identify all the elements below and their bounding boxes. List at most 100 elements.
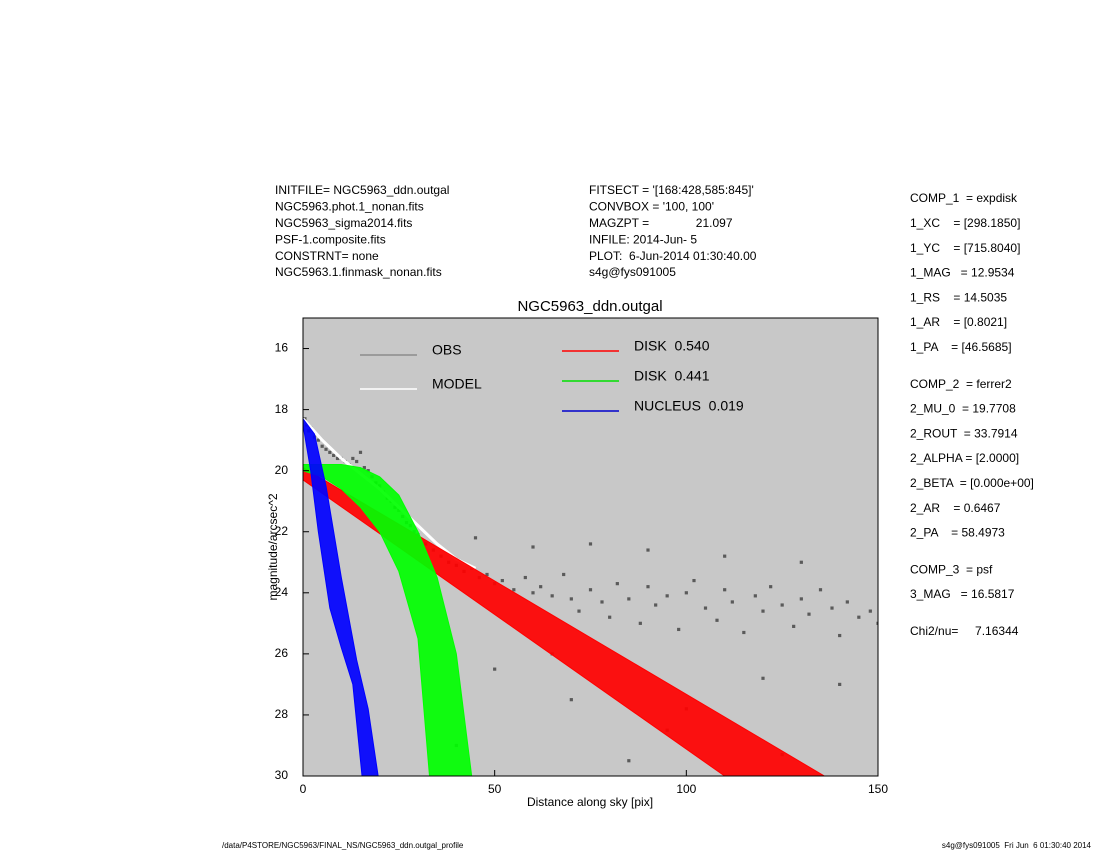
obs-point [577, 609, 581, 613]
obs-point [692, 578, 696, 583]
obs-point [500, 578, 504, 583]
param: COMP_2 = ferrer2 [910, 377, 1012, 391]
obs-point [351, 456, 355, 461]
param: 1_RS = 14.5035 [910, 290, 1007, 304]
obs-point [799, 597, 803, 601]
obs-point [838, 682, 842, 686]
obs-point [493, 667, 497, 671]
obs-point [328, 450, 332, 454]
y-tick-label: 30 [275, 768, 289, 782]
x-axis-label: Distance along sky [pix] [527, 795, 653, 809]
obs-point [362, 466, 366, 470]
obs-point [703, 606, 708, 610]
header-file: NGC5963.1.finmask_nonan.fits [275, 265, 442, 279]
obs-point [646, 548, 650, 552]
obs-point [539, 585, 543, 589]
obs-point [588, 542, 593, 546]
header-file: NGC5963_sigma2014.fits [275, 216, 412, 230]
header-setting: INFILE: 2014-Jun- 5 [589, 232, 697, 246]
y-tick-label: 22 [275, 524, 289, 538]
legend-label: DISK 0.441 [634, 368, 710, 384]
param: 1_PA = [46.5685] [910, 340, 1012, 354]
header-setting: PLOT: 6-Jun-2014 01:30:40.00 [589, 249, 757, 263]
y-tick-label: 26 [275, 646, 289, 660]
obs-point [665, 594, 669, 598]
plot-marks [303, 417, 878, 776]
obs-point [723, 588, 727, 592]
obs-point [857, 615, 861, 619]
param: 2_AR = 0.6467 [910, 501, 1001, 515]
obs-point [569, 698, 573, 702]
header-file: INITFILE= NGC5963_ddn.outgal [275, 183, 449, 197]
header-file: CONSTRNT= none [275, 249, 379, 263]
obs-point [588, 588, 593, 592]
header-file: NGC5963.phot.1_nonan.fits [275, 200, 424, 214]
footer-right: s4g@fys091005 Fri Jun 6 01:30:40 2014 [942, 841, 1092, 850]
legend-label: OBS [432, 342, 462, 358]
obs-point [355, 459, 359, 464]
obs-point [868, 609, 872, 613]
obs-point [654, 603, 658, 607]
obs-point [531, 591, 535, 595]
y-tick-label: 20 [275, 463, 289, 477]
obs-point [753, 594, 757, 598]
param: 1_AR = [0.8021] [910, 315, 1007, 329]
obs-point [845, 600, 849, 604]
obs-point [723, 554, 727, 558]
legend-label: DISK 0.540 [634, 338, 710, 354]
obs-point [684, 591, 688, 595]
legend-label: MODEL [432, 376, 482, 392]
obs-point [615, 582, 619, 586]
param: 2_MU_0 = 19.7708 [910, 402, 1016, 416]
obs-point [715, 618, 719, 622]
header-setting: CONVBOX = '100, 100' [589, 200, 714, 214]
obs-point [316, 438, 320, 442]
param: COMP_1 = expdisk [910, 191, 1018, 205]
plot-frame [302, 317, 879, 777]
param: 2_BETA = [0.000e+00] [910, 476, 1034, 490]
obs-point [818, 588, 823, 592]
obs-point [320, 444, 324, 448]
obs-point [550, 594, 554, 598]
param: 3_MAG = 16.5817 [910, 587, 1015, 601]
obs-point [512, 588, 516, 592]
param: 2_PA = 58.4973 [910, 526, 1005, 540]
param: 2_ROUT = 33.7914 [910, 426, 1018, 440]
model-band [303, 417, 379, 776]
obs-point [792, 624, 796, 628]
y-tick-label: 24 [275, 585, 289, 599]
obs-point [569, 597, 573, 601]
obs-point [838, 633, 842, 638]
obs-point [473, 536, 478, 540]
obs-point [638, 621, 642, 625]
obs-point [523, 575, 527, 580]
y-tick-label: 18 [275, 402, 289, 416]
model-band [303, 464, 473, 776]
obs-point [769, 585, 773, 589]
chart-title: NGC5963_ddn.outgal [517, 298, 662, 315]
obs-point [627, 759, 631, 763]
obs-point [332, 453, 336, 457]
obs-point [807, 612, 811, 616]
obs-point [485, 572, 489, 577]
obs-point [876, 621, 878, 625]
obs-point [761, 676, 765, 680]
obs-point [335, 456, 340, 461]
y-tick-label: 16 [275, 341, 289, 355]
param: 1_XC = [298.1850] [910, 216, 1020, 230]
header-setting: FITSECT = '[168:428,585:845]' [589, 183, 754, 197]
obs-point [627, 597, 631, 601]
obs-point [730, 600, 734, 604]
param: Chi2/nu= 7.16344 [910, 624, 1019, 638]
footer-left: /data/P4STORE/NGC5963/FINAL_NS/NGC5963_d… [222, 841, 464, 850]
model-band [303, 467, 826, 776]
y-axis-label: magnitude/arcsec^2 [266, 493, 280, 600]
param: COMP_3 = psf [910, 562, 993, 576]
obs-point [799, 560, 803, 564]
x-tick-label: 100 [676, 782, 696, 796]
obs-point [677, 627, 681, 632]
header-setting: s4g@fys091005 [589, 265, 676, 279]
x-tick-label: 0 [300, 782, 307, 796]
obs-point [761, 609, 765, 613]
